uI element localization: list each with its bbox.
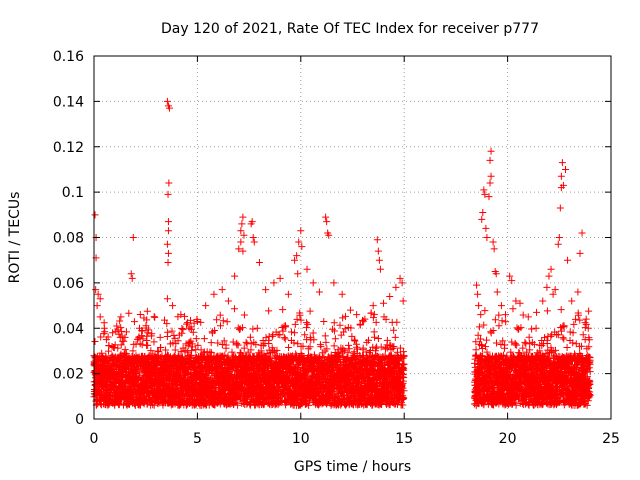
band-point bbox=[393, 318, 401, 326]
band-point bbox=[188, 347, 196, 355]
band-point bbox=[391, 333, 399, 341]
band-point bbox=[331, 335, 339, 343]
band-point bbox=[281, 335, 289, 343]
band-point bbox=[121, 346, 129, 354]
band-point bbox=[143, 316, 151, 324]
band-point bbox=[341, 325, 349, 333]
band-point bbox=[138, 332, 146, 340]
band-point bbox=[345, 341, 353, 349]
band-point bbox=[246, 333, 254, 341]
band-point bbox=[150, 313, 158, 321]
band-point bbox=[230, 305, 238, 313]
band-point bbox=[265, 307, 273, 315]
band-point bbox=[371, 333, 378, 341]
band-point bbox=[151, 313, 159, 321]
band-point bbox=[249, 325, 257, 333]
band-point bbox=[306, 307, 314, 315]
band-point bbox=[117, 324, 125, 332]
band-point bbox=[279, 306, 287, 314]
band-point bbox=[181, 312, 189, 320]
band-point bbox=[129, 347, 137, 355]
band-point bbox=[179, 326, 187, 334]
band-point bbox=[351, 337, 359, 345]
band-point bbox=[144, 341, 152, 349]
band-point bbox=[320, 318, 328, 326]
band-point bbox=[149, 401, 157, 409]
band-point bbox=[120, 337, 128, 345]
band-point bbox=[287, 328, 295, 336]
band-point bbox=[329, 325, 337, 333]
band-point bbox=[223, 318, 231, 326]
band-point bbox=[222, 341, 230, 349]
band-point bbox=[370, 310, 378, 318]
band-point bbox=[171, 346, 179, 354]
band-point bbox=[285, 344, 293, 352]
band-point bbox=[97, 333, 105, 341]
band-point bbox=[220, 337, 228, 345]
band-point bbox=[306, 343, 314, 351]
band-point bbox=[125, 309, 133, 317]
band-point bbox=[291, 329, 299, 337]
band-point bbox=[234, 341, 242, 349]
band-point bbox=[118, 332, 126, 340]
band-point bbox=[100, 330, 108, 338]
band-point bbox=[321, 332, 329, 340]
band-point bbox=[91, 337, 99, 345]
band-point bbox=[139, 335, 147, 343]
band-point bbox=[111, 401, 119, 409]
band-point bbox=[268, 332, 276, 340]
band-point bbox=[330, 327, 338, 335]
band-point bbox=[164, 328, 172, 336]
band-point bbox=[213, 316, 221, 324]
band-point bbox=[105, 341, 113, 349]
band-point bbox=[253, 324, 261, 332]
band-point bbox=[360, 317, 368, 325]
band-point bbox=[207, 339, 215, 347]
band-point bbox=[330, 342, 338, 350]
band-point bbox=[148, 330, 156, 338]
band-point bbox=[374, 335, 382, 343]
band-point bbox=[114, 344, 122, 352]
band-point bbox=[240, 311, 248, 319]
band-point bbox=[144, 326, 152, 334]
band-point bbox=[122, 328, 130, 336]
dense-data-band bbox=[90, 305, 594, 409]
band-point bbox=[136, 311, 144, 319]
band-point bbox=[117, 341, 125, 349]
band-point bbox=[304, 320, 312, 328]
grid-lines bbox=[94, 56, 611, 419]
band-point bbox=[116, 317, 124, 325]
band-point bbox=[359, 344, 367, 352]
band-point bbox=[216, 311, 224, 319]
band-point bbox=[242, 338, 250, 346]
band-point bbox=[108, 364, 116, 372]
band-point bbox=[143, 307, 151, 315]
band-point bbox=[200, 335, 208, 343]
band-point bbox=[291, 320, 299, 328]
band-point bbox=[214, 339, 222, 347]
band-point bbox=[390, 326, 398, 334]
band-point bbox=[138, 341, 146, 349]
band-point bbox=[130, 318, 138, 326]
band-point bbox=[235, 325, 243, 333]
